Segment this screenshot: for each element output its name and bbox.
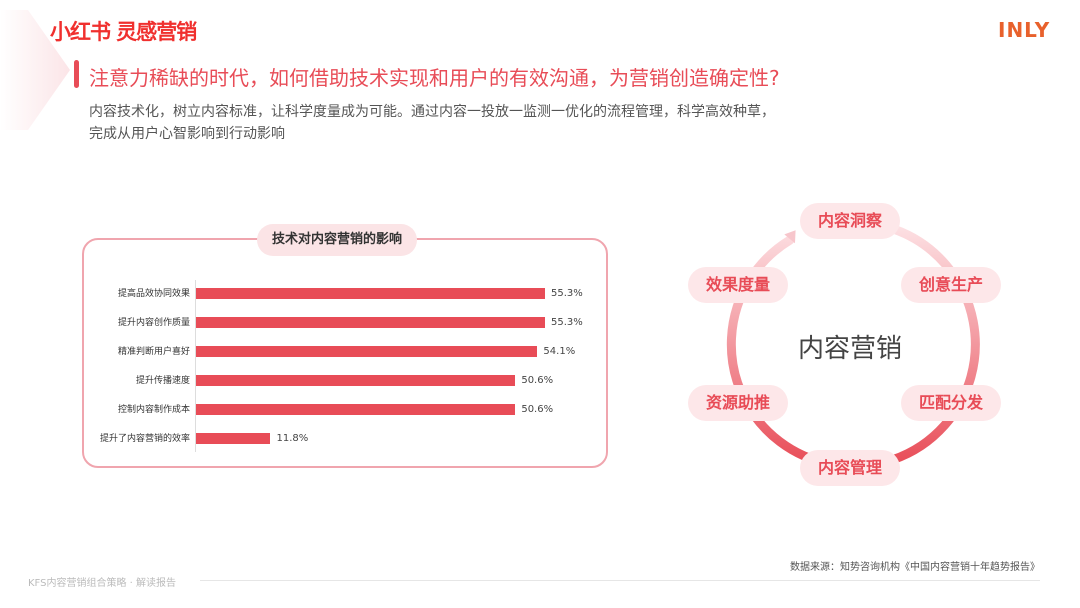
bar-value-label: 50.6% bbox=[521, 375, 554, 386]
bar bbox=[196, 375, 516, 386]
bar bbox=[196, 346, 538, 357]
bar-category-label: 提升了内容营销的效率 bbox=[99, 434, 190, 444]
bar-value-label: 11.8% bbox=[276, 433, 309, 444]
data-source: 数据来源：知势咨询机构《中国内容营销十年趋势报告》 bbox=[790, 562, 1040, 573]
footer-label: KFS内容营销组合策略 · 解读报告 bbox=[28, 578, 177, 589]
bar bbox=[196, 288, 545, 299]
bar bbox=[196, 404, 516, 415]
bar bbox=[196, 317, 545, 328]
cycle-step: 效果度量 bbox=[688, 267, 788, 303]
page-title: 注意力稀缺的时代，如何借助技术实现和用户的有效沟通，为营销创造确定性? bbox=[89, 66, 780, 90]
bar-category-label: 控制内容制作成本 bbox=[117, 405, 190, 415]
title-accent-bar bbox=[74, 60, 79, 88]
chart-axis bbox=[195, 280, 196, 452]
cycle-step: 内容洞察 bbox=[800, 203, 900, 239]
cycle-step: 资源助推 bbox=[688, 385, 788, 421]
chart-title: 技术对内容营销的影响 bbox=[257, 224, 417, 256]
brand-logo: 小红书 灵感营销 bbox=[50, 20, 197, 44]
inly-logo: INLY bbox=[998, 18, 1051, 42]
bar-value-label: 50.6% bbox=[521, 404, 554, 415]
cycle-center-label: 内容营销 bbox=[797, 334, 902, 364]
bar-category-label: 提升内容创作质量 bbox=[117, 318, 190, 328]
bar-value-label: 55.3% bbox=[551, 317, 583, 328]
bar bbox=[196, 433, 271, 444]
page-subtitle: 内容技术化，树立内容标准，让科学度量成为可能。通过内容一投放一监测一优化的流程管… bbox=[89, 101, 889, 145]
cycle-step: 匹配分发 bbox=[901, 385, 1001, 421]
bar-value-label: 54.1% bbox=[543, 346, 576, 357]
cycle-arrow-icon bbox=[784, 230, 796, 244]
subtitle-line: 内容技术化，树立内容标准，让科学度量成为可能。通过内容一投放一监测一优化的流程管… bbox=[89, 104, 775, 120]
bar-category-label: 提高品效协同效果 bbox=[117, 289, 190, 299]
cycle-step: 内容管理 bbox=[800, 450, 900, 486]
cycle-step: 创意生产 bbox=[901, 267, 1001, 303]
footer-divider bbox=[200, 580, 1040, 581]
subtitle-line: 完成从用户心智影响到行动影响 bbox=[89, 126, 285, 142]
bar-value-label: 55.3% bbox=[551, 288, 583, 299]
bar-category-label: 提升传播速度 bbox=[135, 376, 190, 386]
bar-category-label: 精准判断用户喜好 bbox=[117, 347, 190, 357]
